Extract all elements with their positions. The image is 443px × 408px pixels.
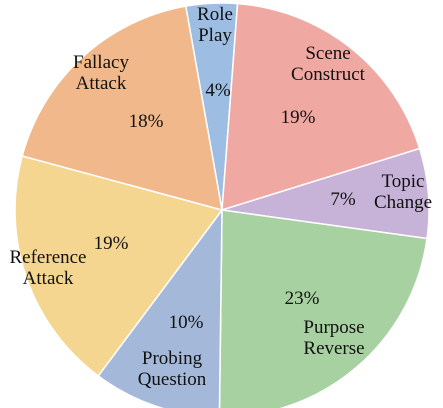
category-label-probing-question: Probing Question (138, 348, 207, 390)
percent-label-role-play: 4% (205, 80, 231, 101)
slice-probing-question (97, 207, 223, 408)
percent-label-scene-construct: 19% (281, 107, 316, 128)
percent-label-purpose-reverse: 23% (285, 288, 320, 309)
percent-label-reference-attack: 19% (94, 233, 129, 254)
slice-purpose-reverse (218, 209, 428, 408)
category-label-topic-change: Topic Change (374, 171, 432, 213)
percent-label-probing-question: 10% (169, 312, 204, 333)
category-label-reference-attack: Reference Attack (10, 247, 87, 289)
slice-reference-attack (14, 155, 224, 377)
slice-fallacy-attack (21, 5, 223, 212)
category-label-role-play: Role Play (197, 4, 233, 46)
slice-scene-construct (221, 2, 421, 212)
category-label-scene-construct: Scene Construct (291, 43, 366, 85)
percent-label-fallacy-attack: 18% (129, 111, 164, 132)
category-label-purpose-reverse: Purpose Reverse (303, 317, 364, 359)
percent-label-topic-change: 7% (330, 189, 356, 210)
category-label-fallacy-attack: Fallacy Attack (73, 52, 129, 94)
